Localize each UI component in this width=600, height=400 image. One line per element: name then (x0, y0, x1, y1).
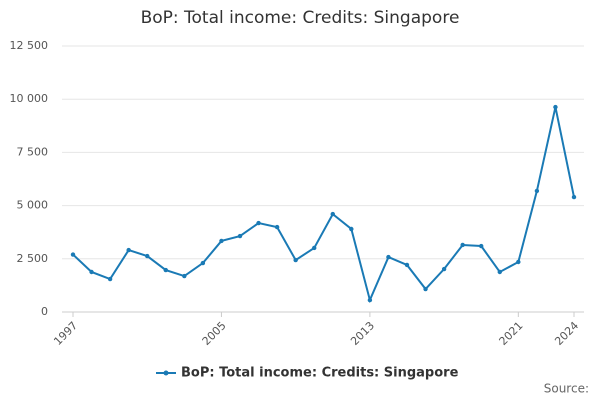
point (553, 104, 558, 110)
point (200, 260, 206, 266)
point (534, 188, 540, 194)
point (423, 286, 428, 292)
point (516, 259, 521, 265)
x-tick-label: 1997 (51, 319, 80, 348)
point (293, 257, 298, 263)
x-tick-label: 2021 (497, 319, 526, 348)
y-tick-label: 5 000 (17, 199, 49, 212)
point (571, 194, 577, 200)
source: Source: (544, 382, 589, 396)
point (497, 269, 502, 275)
point (274, 224, 280, 230)
point (386, 254, 391, 260)
chart-title: BoP: Total income: Credits: Singapore (141, 8, 460, 28)
legend-label: BoP: Total income: Credits: Singapore (181, 366, 459, 381)
point (330, 211, 335, 217)
point (404, 262, 410, 268)
point (219, 238, 224, 244)
point (479, 243, 484, 249)
point (367, 297, 373, 303)
point (256, 220, 261, 226)
point (145, 253, 150, 259)
point (312, 245, 317, 251)
point (441, 266, 447, 272)
legend-marker (163, 370, 169, 376)
point (107, 276, 113, 282)
point (349, 226, 354, 232)
point (89, 269, 94, 275)
point (126, 247, 131, 253)
point (460, 242, 465, 248)
y-tick-label: 2 500 (17, 252, 49, 265)
point (182, 273, 187, 279)
x-tick-label: 2024 (552, 319, 581, 348)
line (72, 106, 575, 304)
point (70, 252, 76, 257)
y-tick-label: 10 000 (10, 92, 49, 105)
point (163, 267, 168, 273)
point (237, 233, 243, 239)
y-tick-label: 0 (41, 305, 48, 318)
y-tick-label: 7 500 (17, 145, 49, 158)
x-tick-label: 2013 (348, 319, 377, 348)
x-tick-label: 2005 (200, 319, 229, 348)
y-tick-label: 12 500 (10, 39, 49, 52)
